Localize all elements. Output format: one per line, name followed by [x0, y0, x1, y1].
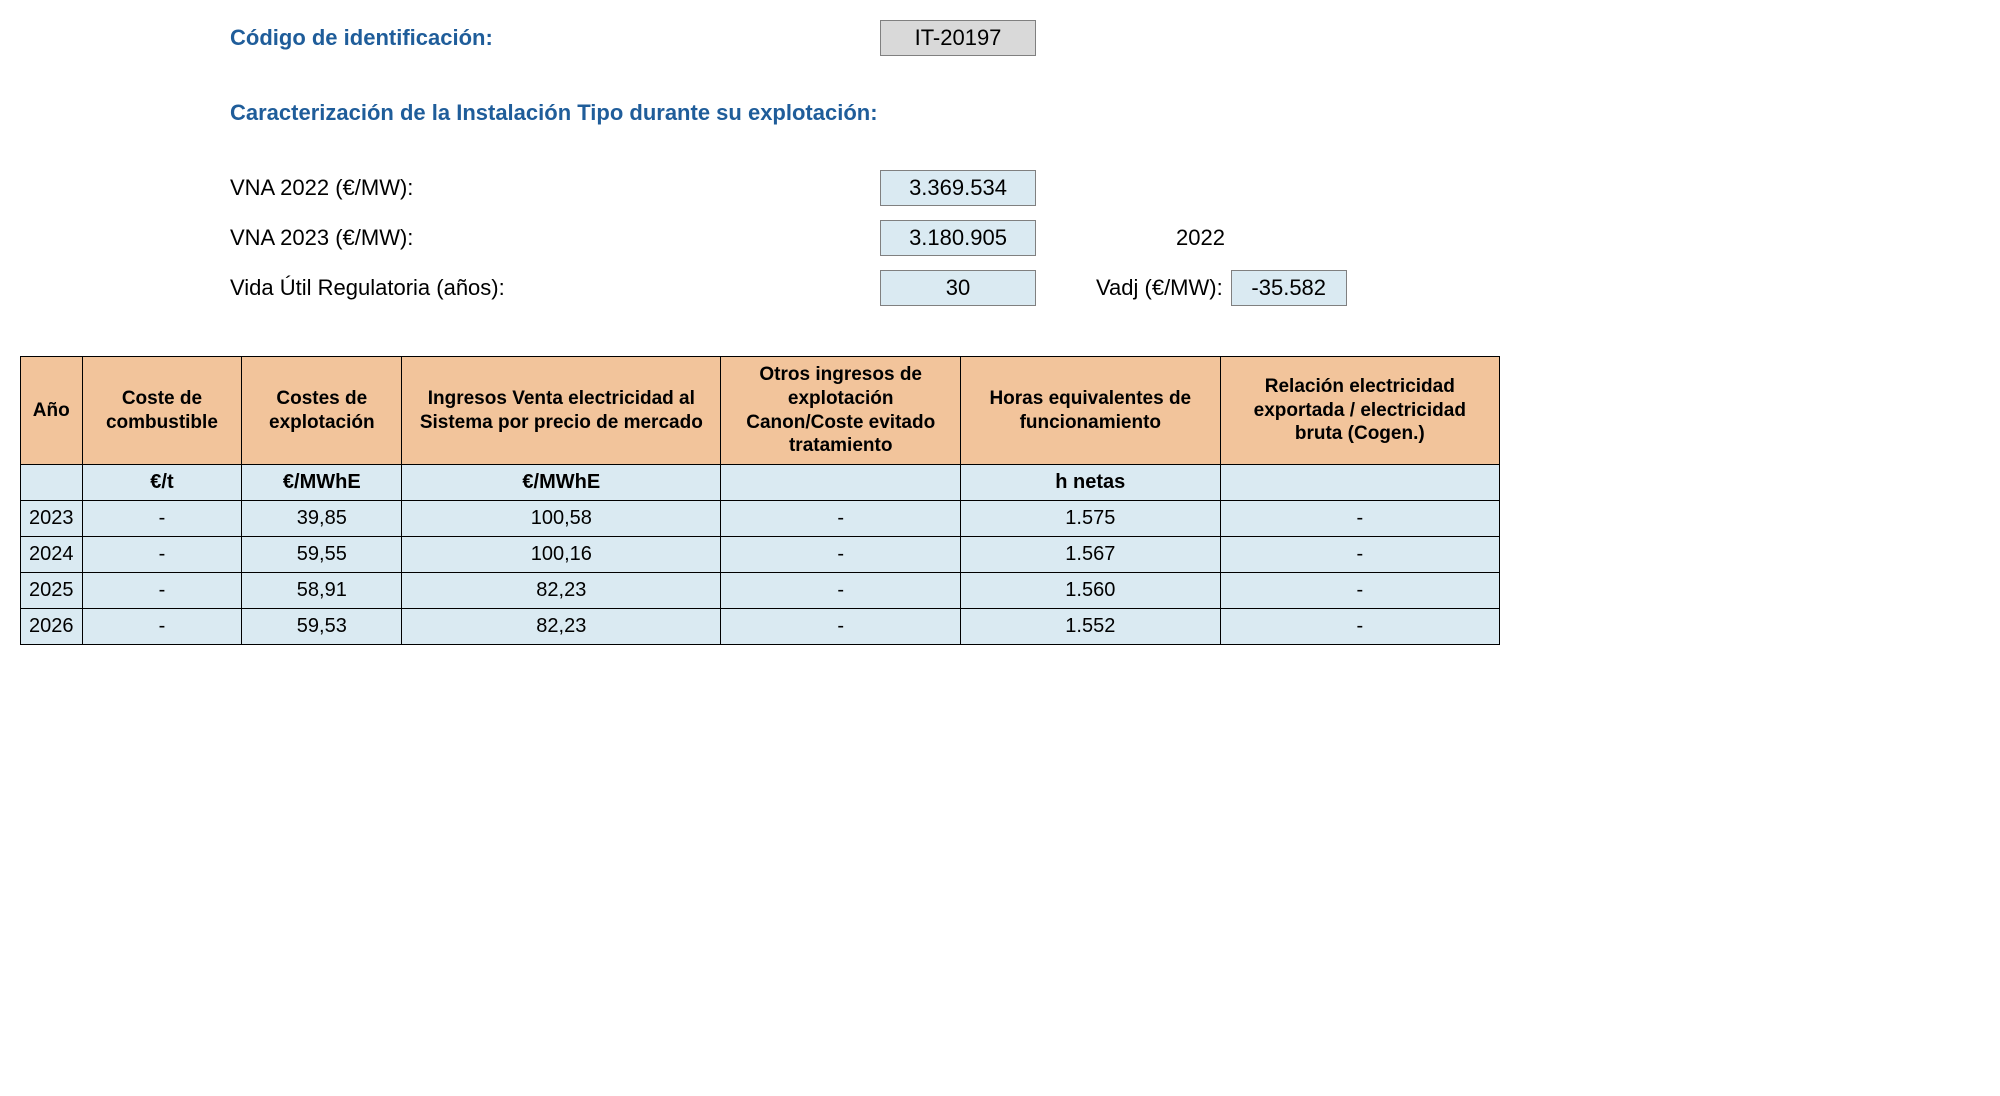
- codigo-label: Código de identificación:: [230, 25, 880, 51]
- vida-value: 30: [880, 270, 1036, 306]
- unit-cell: €/MWhE: [242, 465, 402, 501]
- col-header-ingr: Ingresos Venta electricidad al Sistema p…: [402, 357, 721, 465]
- col-header-expl: Costes de explotación: [242, 357, 402, 465]
- table-body: €/t €/MWhE €/MWhE h netas 2023 - 39,85 1…: [21, 465, 1500, 645]
- vna2022-row: VNA 2022 (€/MW): 3.369.534: [230, 170, 1980, 206]
- col-header-comb: Coste de combustible: [82, 357, 242, 465]
- unit-cell: €/MWhE: [402, 465, 721, 501]
- unit-cell: €/t: [82, 465, 242, 501]
- cell: 82,23: [402, 609, 721, 645]
- cell: -: [1220, 573, 1499, 609]
- header-block: Código de identificación: IT-20197 Carac…: [230, 20, 1980, 306]
- cell: 100,16: [402, 537, 721, 573]
- table-row: 2023 - 39,85 100,58 - 1.575 -: [21, 501, 1500, 537]
- cell: 39,85: [242, 501, 402, 537]
- vadj-label: Vadj (€/MW):: [1096, 275, 1223, 301]
- side-year: 2022: [1176, 225, 1225, 251]
- vna2022-value: 3.369.534: [880, 170, 1036, 206]
- cell: 82,23: [402, 573, 721, 609]
- cell: 1.567: [961, 537, 1221, 573]
- cell: -: [1220, 501, 1499, 537]
- cell: -: [82, 573, 242, 609]
- vadj-value: -35.582: [1231, 270, 1347, 306]
- table-units-row: €/t €/MWhE €/MWhE h netas: [21, 465, 1500, 501]
- cell: -: [721, 537, 961, 573]
- col-header-rel: Relación electricidad exportada / electr…: [1220, 357, 1499, 465]
- cell: 1.552: [961, 609, 1221, 645]
- vna2023-value: 3.180.905: [880, 220, 1036, 256]
- unit-cell: h netas: [961, 465, 1221, 501]
- cell: 100,58: [402, 501, 721, 537]
- codigo-value: IT-20197: [880, 20, 1036, 56]
- cell: -: [82, 501, 242, 537]
- cell: 1.575: [961, 501, 1221, 537]
- cell: -: [82, 537, 242, 573]
- cell: -: [1220, 609, 1499, 645]
- col-header-otros: Otros ingresos de explotación Canon/Cost…: [721, 357, 961, 465]
- vna2022-label: VNA 2022 (€/MW):: [230, 175, 880, 201]
- cell: -: [1220, 537, 1499, 573]
- cell: 58,91: [242, 573, 402, 609]
- caracterizacion-label: Caracterización de la Instalación Tipo d…: [230, 100, 878, 126]
- vna2023-label: VNA 2023 (€/MW):: [230, 225, 880, 251]
- cell: -: [721, 573, 961, 609]
- unit-cell: [21, 465, 83, 501]
- cell: -: [721, 609, 961, 645]
- cell: -: [82, 609, 242, 645]
- cell: 1.560: [961, 573, 1221, 609]
- vadj-block: Vadj (€/MW): -35.582: [1096, 270, 1347, 306]
- cell-year: 2024: [21, 537, 83, 573]
- cell-year: 2026: [21, 609, 83, 645]
- col-header-horas: Horas equivalentes de funcionamiento: [961, 357, 1221, 465]
- cell: 59,55: [242, 537, 402, 573]
- vida-label: Vida Útil Regulatoria (años):: [230, 275, 880, 301]
- cell: -: [721, 501, 961, 537]
- table-head: Año Coste de combustible Costes de explo…: [21, 357, 1500, 465]
- table-row: 2026 - 59,53 82,23 - 1.552 -: [21, 609, 1500, 645]
- unit-cell: [721, 465, 961, 501]
- vida-row: Vida Útil Regulatoria (años): 30 Vadj (€…: [230, 270, 1980, 306]
- vna2023-row: VNA 2023 (€/MW): 3.180.905 2022: [230, 220, 1980, 256]
- table-header-row: Año Coste de combustible Costes de explo…: [21, 357, 1500, 465]
- codigo-row: Código de identificación: IT-20197: [230, 20, 1980, 56]
- unit-cell: [1220, 465, 1499, 501]
- cell-year: 2025: [21, 573, 83, 609]
- cell-year: 2023: [21, 501, 83, 537]
- table-row: 2024 - 59,55 100,16 - 1.567 -: [21, 537, 1500, 573]
- cell: 59,53: [242, 609, 402, 645]
- data-table: Año Coste de combustible Costes de explo…: [20, 356, 1500, 645]
- col-header-ano: Año: [21, 357, 83, 465]
- caracterizacion-row: Caracterización de la Instalación Tipo d…: [230, 100, 1980, 126]
- table-row: 2025 - 58,91 82,23 - 1.560 -: [21, 573, 1500, 609]
